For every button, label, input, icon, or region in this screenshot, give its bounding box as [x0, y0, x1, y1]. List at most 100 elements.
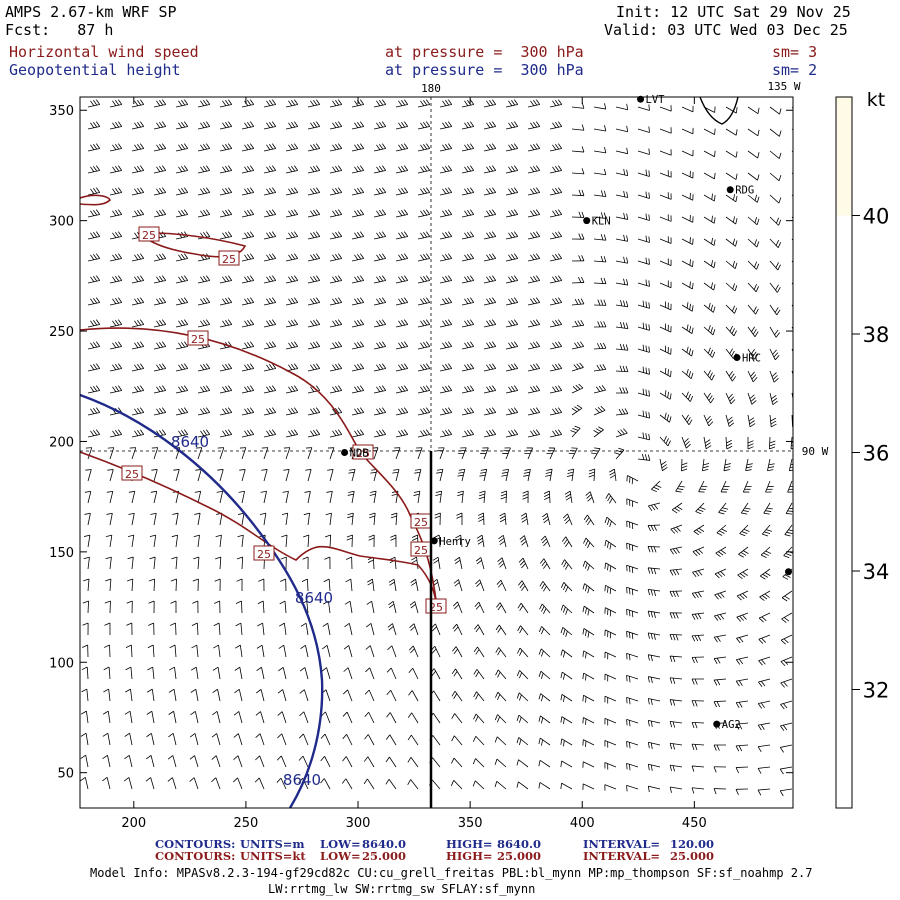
- wind-barb: [239, 447, 247, 460]
- meridian-label-90w: 90 W: [802, 445, 829, 458]
- wind-barb: [417, 407, 431, 416]
- wind-barb: [197, 209, 211, 218]
- wind-barb: [604, 740, 617, 748]
- wind-barb: [757, 788, 771, 796]
- wind-barb: [769, 260, 781, 271]
- wind-barb: [747, 304, 759, 315]
- wind-barb: [560, 627, 573, 638]
- wind-barb: [647, 588, 661, 597]
- wind-barb: [87, 209, 101, 218]
- wind-barb: [647, 567, 661, 575]
- wind-barb: [238, 512, 245, 526]
- wind-barb: [175, 209, 189, 218]
- wind-barb: [659, 236, 672, 244]
- wind-barb: [560, 782, 573, 790]
- wind-barb: [691, 721, 705, 729]
- wind-barb: [261, 469, 268, 482]
- wind-barb: [219, 407, 233, 416]
- wind-barb: [659, 105, 672, 112]
- wind-barb: [281, 534, 288, 548]
- station-dot: [430, 537, 438, 545]
- wind-barb: [593, 234, 607, 241]
- wind-barb: [790, 436, 793, 450]
- wind-barb: [373, 209, 387, 218]
- wind-barb: [193, 534, 200, 548]
- wind-barb: [241, 253, 255, 262]
- wind-barb: [527, 253, 541, 262]
- wind-barb: [659, 258, 672, 266]
- wind-barb: [757, 744, 771, 753]
- wind-barb: [461, 253, 475, 262]
- wind-barb: [395, 319, 409, 328]
- wind-barb: [691, 700, 705, 707]
- wind-barb: [417, 143, 431, 152]
- wind-barb: [791, 172, 793, 175]
- wind-barb: [439, 121, 453, 130]
- wind-barb: [390, 534, 397, 548]
- wind-barb: [560, 738, 573, 747]
- wind-barb: [615, 190, 629, 198]
- wind-barb: [395, 253, 409, 262]
- wind-barb: [171, 556, 178, 570]
- wind-barb: [791, 392, 793, 402]
- wind-barb: [87, 429, 101, 438]
- wind-barb: [168, 710, 177, 724]
- wind-barb: [373, 143, 387, 152]
- colorbar: 32 34 36 38 40 kt: [835, 89, 889, 809]
- wind-barb: [593, 385, 606, 394]
- wind-barb: [351, 165, 365, 174]
- wind-barb: [125, 688, 133, 702]
- wind-barb: [260, 490, 267, 504]
- wind-barb: [241, 143, 255, 152]
- wind-barb: [322, 645, 331, 658]
- wind-barb: [637, 279, 650, 287]
- wind-barb: [472, 735, 485, 746]
- wind-barb: [505, 99, 519, 108]
- wind-barb: [344, 600, 353, 614]
- wind-barb: [585, 491, 595, 504]
- wind-barb: [483, 341, 497, 350]
- wind-barb: [454, 556, 463, 570]
- wind-barb: [241, 121, 255, 130]
- wind-barb: [769, 370, 779, 383]
- wind-barb: [105, 534, 113, 548]
- wind-barb: [593, 190, 607, 198]
- wind-barb: [87, 341, 101, 350]
- wind-barb: [351, 407, 365, 416]
- wind-barb: [103, 688, 111, 702]
- wind-barb: [385, 778, 397, 790]
- wind-barb: [626, 475, 639, 485]
- wind-barb: [495, 647, 507, 658]
- station-label: AG2: [722, 719, 741, 731]
- wind-barb: [691, 743, 705, 751]
- wind-barb: [307, 429, 321, 438]
- wind-barb: [483, 121, 497, 130]
- wind-barb: [304, 490, 311, 504]
- wind-barb: [197, 275, 211, 284]
- wind-barb: [87, 143, 101, 152]
- wind-barb: [129, 447, 137, 460]
- wind-barb: [329, 341, 343, 350]
- wind-barb: [769, 238, 782, 248]
- wind-barb: [735, 766, 749, 774]
- wind-barb: [153, 407, 167, 416]
- wind-barb: [593, 212, 607, 219]
- wind-barb: [191, 644, 199, 658]
- wind-barb: [609, 468, 617, 482]
- wind-barb: [522, 490, 529, 504]
- wind-barb: [417, 121, 431, 130]
- wind-barb: [175, 99, 189, 108]
- wind-barb: [779, 744, 793, 753]
- wind-barb: [280, 556, 287, 570]
- valid-time: Valid: 03 UTC Wed 03 Dec 25: [604, 21, 848, 39]
- wind-barb: [153, 187, 167, 196]
- wind-barb: [439, 209, 453, 218]
- wind-barb: [307, 209, 321, 218]
- wind-barb: [505, 429, 519, 438]
- contour-info-interval-label: INTERVAL=: [583, 837, 661, 851]
- station-marker: KLN: [583, 216, 611, 228]
- wind-barb: [588, 468, 596, 482]
- wind-barb: [747, 172, 760, 181]
- wind-barb: [263, 385, 277, 394]
- wind-barb: [364, 734, 375, 746]
